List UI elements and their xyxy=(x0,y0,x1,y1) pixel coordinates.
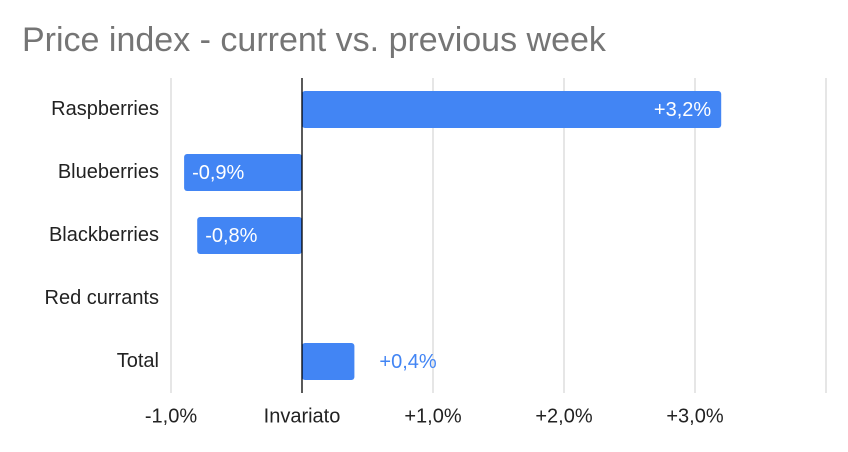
value-label: -0,8% xyxy=(205,225,257,247)
x-tick-label: Invariato xyxy=(264,405,341,427)
y-tick-label: Blackberries xyxy=(49,224,159,246)
x-tick-label: +3,0% xyxy=(666,405,723,427)
bar xyxy=(197,217,302,254)
value-label: +0,4% xyxy=(379,351,436,373)
x-tick-label: -1,0% xyxy=(145,405,197,427)
bar xyxy=(302,343,355,380)
value-label: +3,2% xyxy=(654,99,711,121)
chart-title: Price index - current vs. previous week xyxy=(22,21,607,59)
x-tick-label: +1,0% xyxy=(404,405,461,427)
y-tick-label: Blueberries xyxy=(58,161,159,183)
x-tick-label: +2,0% xyxy=(535,405,592,427)
bar xyxy=(302,91,722,128)
y-tick-label: Red currants xyxy=(45,287,160,309)
value-label: -0,9% xyxy=(192,162,244,184)
y-tick-label: Total xyxy=(117,350,159,372)
bar xyxy=(184,154,302,191)
y-tick-label: Raspberries xyxy=(51,98,159,120)
